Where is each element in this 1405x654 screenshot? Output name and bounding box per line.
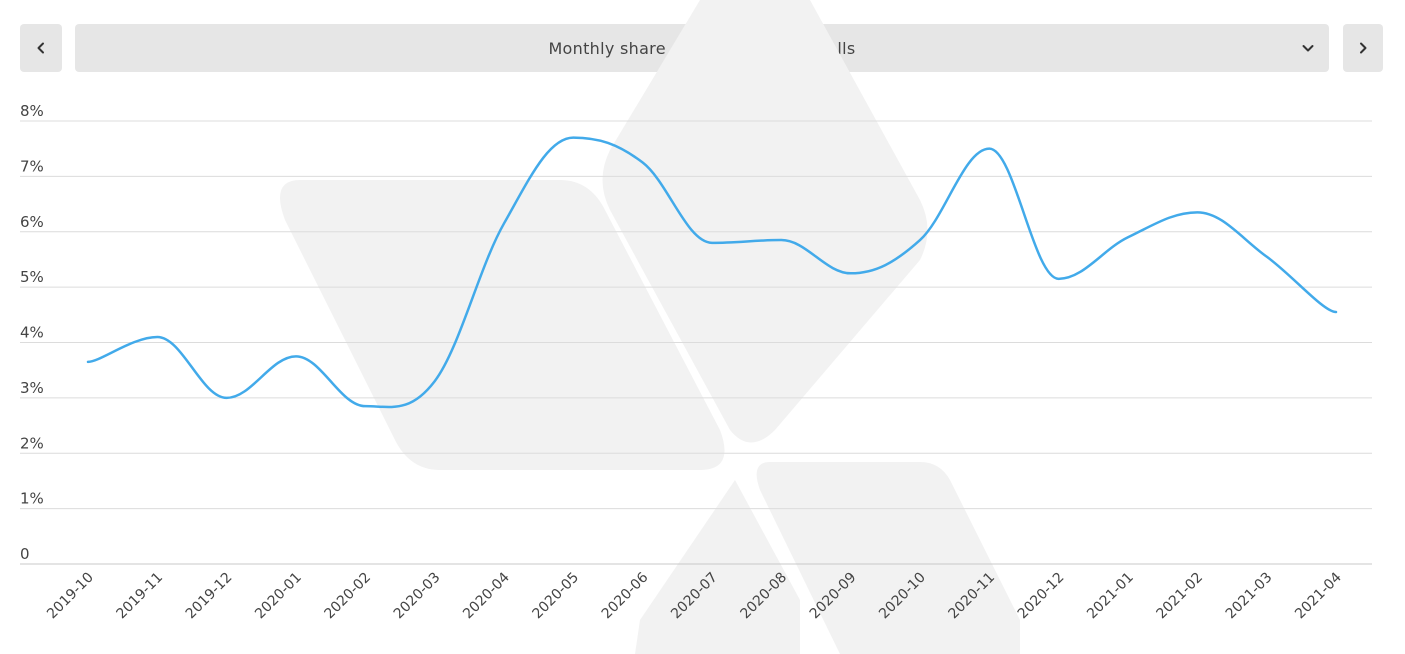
chevron-left-icon [37, 42, 44, 54]
y-tick-label: 4% [20, 324, 44, 342]
chart-series [86, 136, 1338, 409]
x-tick-label: 2021-03 [1223, 570, 1276, 623]
y-tick-label: 3% [20, 379, 44, 397]
x-tick-label: 2021-02 [1153, 570, 1206, 623]
y-tick-label: 0 [20, 545, 30, 563]
y-tick-label: 5% [20, 268, 44, 286]
x-tick-label: 2020-01 [252, 570, 305, 623]
x-tick-label: 2021-01 [1084, 570, 1137, 623]
chevron-right-icon [1360, 42, 1367, 54]
next-chart-button[interactable] [1343, 24, 1383, 72]
chevron-down-icon [1302, 45, 1314, 52]
y-tick-label: 8% [20, 102, 44, 120]
x-tick-label: 2020-05 [529, 570, 582, 623]
y-tick-label: 7% [20, 157, 44, 175]
x-tick-label: 2020-12 [1015, 570, 1068, 623]
chart-grid [20, 120, 1372, 565]
x-tick-label: 2021-04 [1292, 569, 1345, 622]
series-line [86, 136, 1338, 409]
previous-chart-button[interactable] [20, 24, 62, 72]
x-tick-label: 2019-11 [113, 570, 166, 623]
y-axis: 0 1% 2% 3% 4% 5% 6% 7% 8% [20, 102, 44, 563]
y-tick-label: 2% [20, 434, 44, 452]
x-tick-label: 2019-12 [183, 570, 236, 623]
x-tick-label: 2020-03 [391, 570, 444, 623]
y-tick-label: 6% [20, 213, 44, 231]
x-tick-label: 2019-10 [44, 570, 97, 623]
y-tick-label: 1% [20, 490, 44, 508]
x-tick-label: 2020-06 [599, 569, 652, 622]
watermark-logo [280, 0, 1020, 654]
x-tick-label: 2020-02 [321, 570, 374, 623]
x-tick-label: 2020-04 [460, 569, 513, 622]
